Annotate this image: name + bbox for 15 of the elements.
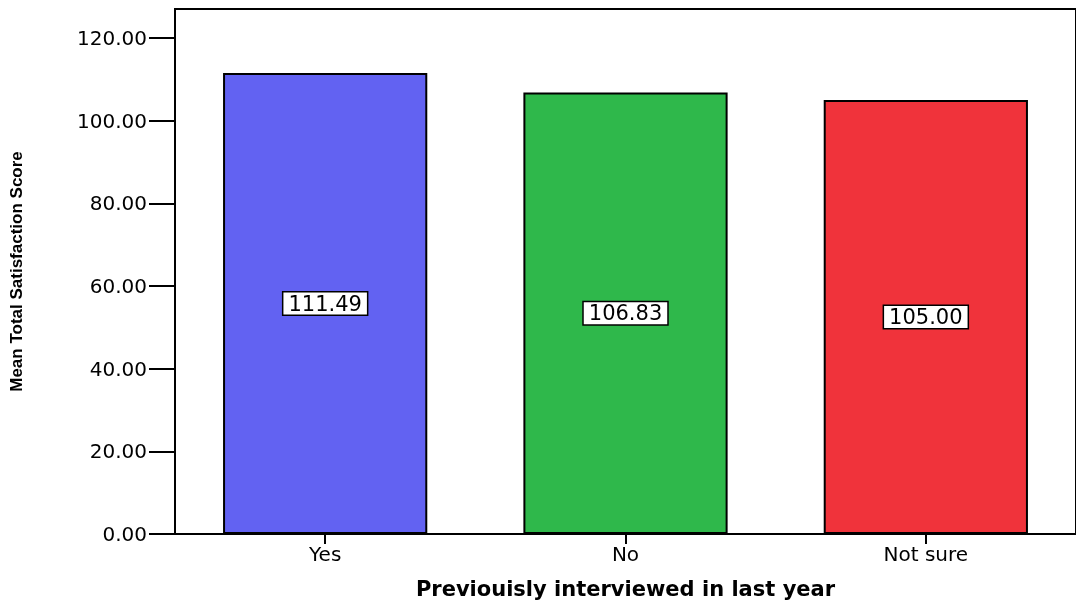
x-tick-label: Yes — [308, 542, 342, 566]
y-tick-label: 60.00 — [89, 273, 147, 298]
y-tick-label: 80.00 — [89, 191, 147, 216]
data-label: 106.83 — [588, 301, 663, 326]
y-tick-label: 40.00 — [89, 356, 147, 381]
x-tick-label: No — [611, 542, 640, 566]
y-tick-label: 0.00 — [102, 522, 147, 546]
x-tick-label: Not sure — [883, 542, 969, 566]
y-tick-label: 20.00 — [89, 439, 147, 464]
y-tick-label: 120.00 — [77, 25, 147, 50]
y-axis-title: Mean Total Satisfaction Score — [7, 151, 26, 392]
x-axis-title: Previouisly interviewed in last year — [415, 576, 836, 601]
data-label: 105.00 — [889, 304, 963, 329]
y-tick-label: 100.00 — [77, 108, 147, 133]
data-label: 111.49 — [288, 291, 362, 316]
